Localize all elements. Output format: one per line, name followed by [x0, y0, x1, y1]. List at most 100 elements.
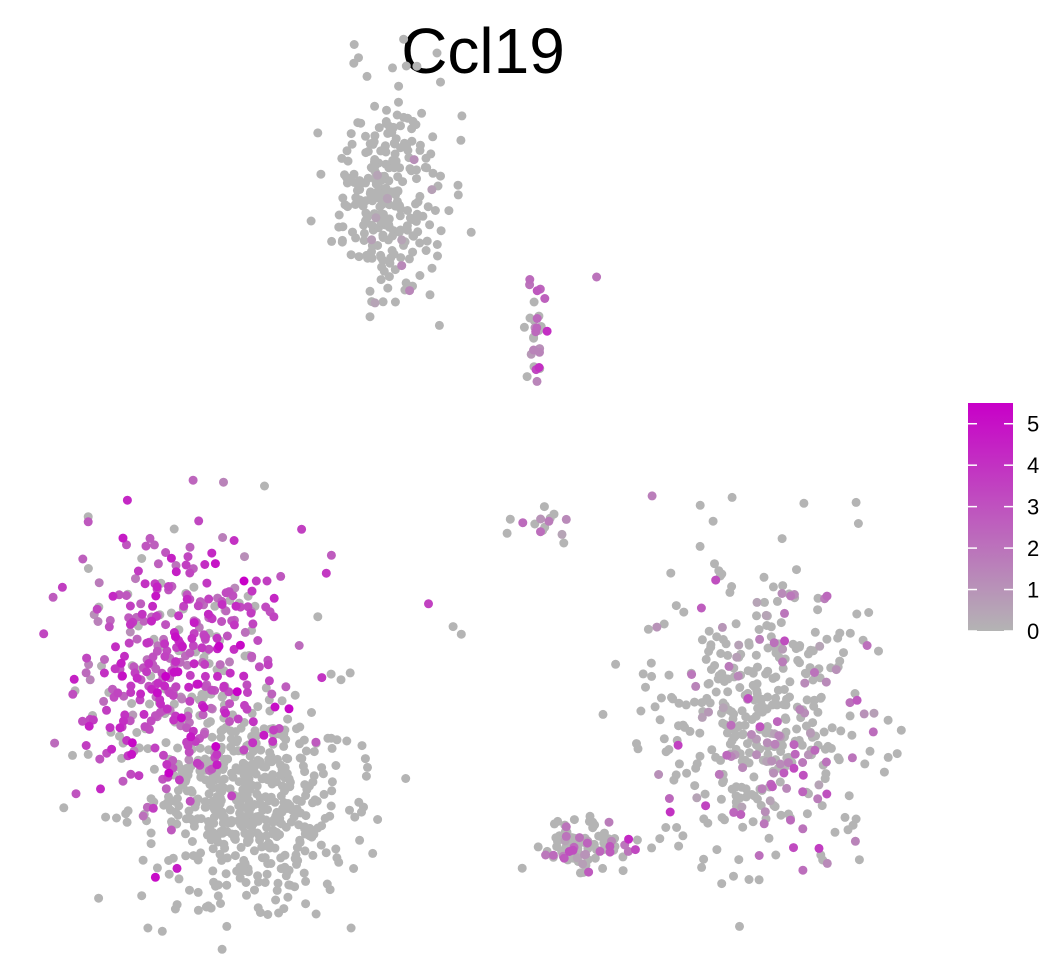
cell-point	[392, 196, 402, 206]
cell-point	[525, 275, 535, 284]
cell-point	[140, 722, 150, 732]
cell-point	[116, 658, 126, 668]
cell-point	[164, 869, 174, 879]
cell-point	[170, 904, 180, 914]
cell-point	[821, 757, 831, 767]
cell-point	[691, 681, 701, 691]
cell-point	[93, 617, 103, 626]
cell-point	[768, 673, 778, 683]
cell-point	[706, 665, 716, 674]
cell-point	[185, 648, 195, 658]
cell-point	[186, 814, 196, 824]
colorbar-tick-label: 5	[1027, 412, 1039, 437]
cell-point	[195, 743, 205, 753]
cell-point	[370, 101, 380, 111]
cell-point	[355, 176, 365, 186]
cell-point	[783, 758, 793, 768]
cell-point	[839, 648, 848, 658]
cell-point	[264, 838, 274, 848]
cell-point	[778, 657, 788, 667]
cell-point	[361, 131, 370, 141]
cell-point	[770, 739, 780, 749]
cell-point	[299, 868, 309, 878]
cell-point	[211, 881, 220, 891]
cell-point	[360, 754, 370, 764]
cell-point	[210, 601, 220, 611]
cell-point	[529, 297, 539, 307]
cell-point	[122, 495, 132, 505]
cell-point	[674, 841, 684, 851]
cell-point	[121, 591, 131, 600]
cell-point	[187, 837, 197, 846]
cell-point	[394, 227, 404, 237]
cell-point	[371, 213, 381, 223]
cell-point	[126, 688, 136, 697]
cell-point	[251, 730, 261, 739]
cell-point	[711, 687, 721, 697]
cell-point	[754, 875, 764, 885]
cell-point	[148, 803, 158, 813]
cell-point	[253, 871, 263, 881]
cell-point	[168, 853, 178, 863]
cell-point	[269, 593, 279, 603]
cell-point	[765, 796, 775, 806]
cell-point	[248, 619, 258, 629]
cell-point	[760, 597, 769, 607]
cell-point	[146, 839, 156, 849]
cell-point	[534, 363, 544, 372]
colorbar-gradient	[968, 403, 1013, 631]
cell-point	[161, 784, 171, 794]
cell-point	[124, 638, 134, 648]
cell-point	[317, 673, 327, 683]
cell-point	[427, 185, 437, 195]
cell-point	[777, 534, 787, 544]
cell-point	[272, 885, 282, 895]
cell-point	[584, 867, 594, 877]
cell-point	[212, 750, 222, 759]
cell-point	[799, 498, 809, 508]
cell-point	[187, 633, 197, 643]
cell-point	[145, 533, 155, 543]
cell-point	[171, 682, 181, 692]
cell-point	[169, 524, 179, 534]
cell-point	[173, 743, 183, 753]
cell-point	[381, 183, 391, 193]
cell-point	[771, 648, 781, 658]
cell-point	[99, 696, 109, 706]
cell-point	[246, 767, 256, 777]
cell-point	[669, 775, 679, 785]
cell-point	[239, 671, 249, 681]
cell-point	[835, 628, 845, 638]
cell-point	[604, 817, 614, 827]
cell-point	[716, 794, 726, 804]
cell-point	[283, 892, 293, 902]
cell-point	[775, 759, 785, 769]
cell-point	[127, 749, 137, 759]
cell-point	[248, 738, 258, 748]
cell-point	[802, 809, 812, 819]
cell-point	[332, 853, 342, 863]
cell-point	[257, 774, 267, 784]
cell-point	[777, 589, 787, 598]
cell-point	[652, 622, 662, 632]
cell-point	[216, 899, 225, 908]
cell-point	[772, 596, 782, 606]
cell-point	[862, 641, 872, 650]
cell-point	[395, 211, 405, 221]
cell-point	[393, 186, 403, 196]
cell-point	[361, 771, 371, 781]
cell-point	[370, 298, 380, 308]
cell-point	[529, 345, 539, 355]
cell-point	[763, 749, 773, 759]
cell-point	[264, 676, 274, 686]
cell-point	[729, 807, 739, 817]
cell-point	[810, 668, 819, 677]
cell-point	[276, 571, 286, 581]
cell-point	[192, 852, 202, 862]
cell-point	[340, 200, 350, 210]
cell-point	[254, 662, 264, 672]
cell-point	[57, 582, 67, 592]
cell-point	[532, 376, 542, 386]
cell-point	[204, 644, 214, 654]
cell-point	[267, 689, 277, 699]
